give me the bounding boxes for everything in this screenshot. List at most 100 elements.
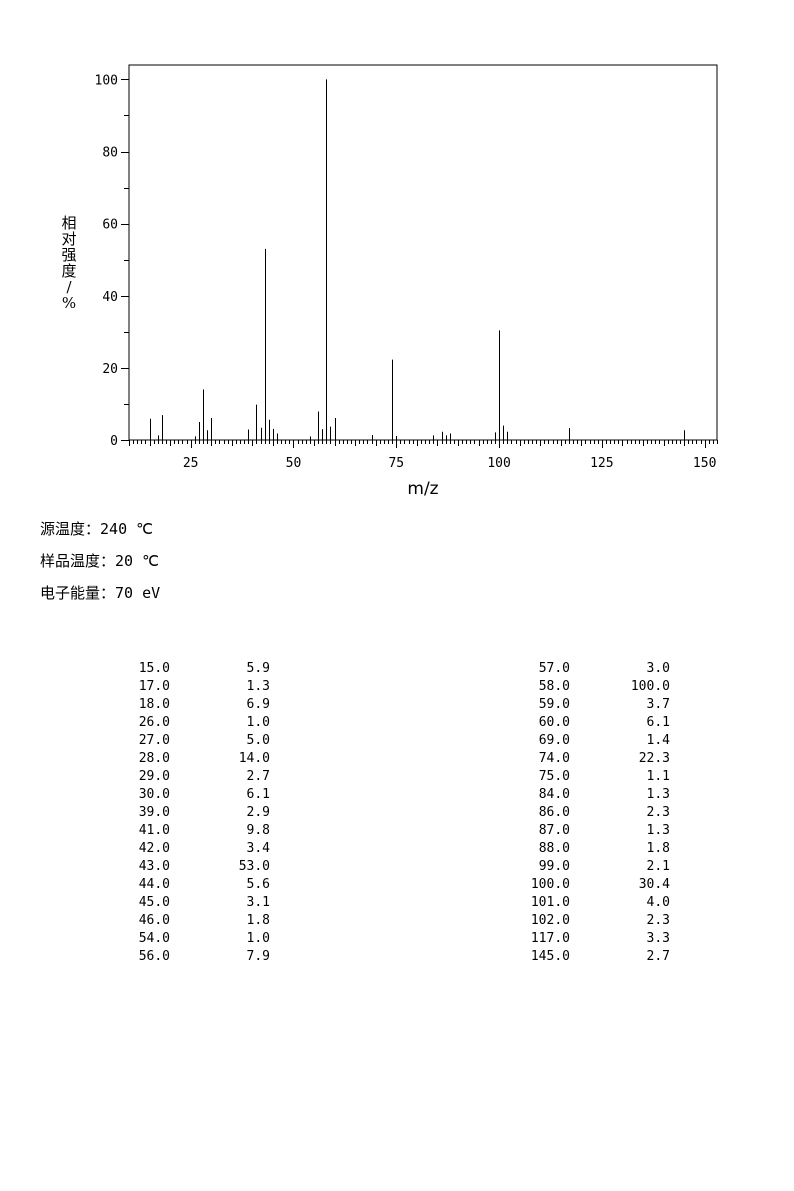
y-tick-label: 60 bbox=[102, 218, 118, 233]
peak-mz: 60.0 bbox=[538, 715, 570, 730]
peak-row: 58.0 100.0 bbox=[520, 678, 680, 696]
peak-mz: 15.0 bbox=[138, 661, 170, 676]
peak-mz: 101.0 bbox=[530, 895, 570, 910]
peak-mz: 145.0 bbox=[530, 949, 570, 964]
peak-mz: 84.0 bbox=[538, 787, 570, 802]
condition-line: 电子能量：70 eV bbox=[40, 582, 160, 603]
peak-mz: 28.0 bbox=[138, 751, 170, 766]
peak-row: 45.0 3.1 bbox=[120, 894, 280, 912]
peak-abundance: 7.9 bbox=[246, 949, 270, 964]
peak-row: 54.0 1.0 bbox=[120, 930, 280, 948]
peak-abundance: 14.0 bbox=[238, 751, 270, 766]
y-tick-label: 20 bbox=[102, 362, 118, 377]
peak-row: 59.0 3.7 bbox=[520, 696, 680, 714]
peak-abundance: 1.3 bbox=[646, 787, 670, 802]
plot-border bbox=[128, 64, 718, 441]
peak-row: 117.0 3.3 bbox=[520, 930, 680, 948]
peak-abundance: 2.7 bbox=[646, 949, 670, 964]
peak-abundance: 6.1 bbox=[246, 787, 270, 802]
peak-abundance: 1.3 bbox=[646, 823, 670, 838]
peak-mz: 30.0 bbox=[138, 787, 170, 802]
peak-row: 99.0 2.1 bbox=[520, 858, 680, 876]
peak-row: 101.0 4.0 bbox=[520, 894, 680, 912]
peak-abundance: 4.0 bbox=[646, 895, 670, 910]
peak-mz: 102.0 bbox=[530, 913, 570, 928]
peak-row: 57.0 3.0 bbox=[520, 660, 680, 678]
peak-mz: 45.0 bbox=[138, 895, 170, 910]
peak-row: 88.0 1.8 bbox=[520, 840, 680, 858]
peak-row: 29.0 2.7 bbox=[120, 768, 280, 786]
peak-mz: 17.0 bbox=[138, 679, 170, 694]
peak-mz: 56.0 bbox=[138, 949, 170, 964]
peak-row: 60.0 6.1 bbox=[520, 714, 680, 732]
x-tick-label: 150 bbox=[693, 456, 716, 471]
peak-abundance: 5.9 bbox=[246, 661, 270, 676]
peak-row: 84.0 1.3 bbox=[520, 786, 680, 804]
peak-table-right: 57.0 3.0 58.0 100.0 59.0 3.7 60.0 6.1 69.0 1.4 74.… bbox=[520, 660, 680, 966]
peak-row: 100.0 30.4 bbox=[520, 876, 680, 894]
peak-abundance: 3.0 bbox=[646, 661, 670, 676]
peak-mz: 41.0 bbox=[138, 823, 170, 838]
peak-abundance: 22.3 bbox=[638, 751, 670, 766]
condition-label: 电子能量： bbox=[40, 584, 116, 602]
peak-mz: 87.0 bbox=[538, 823, 570, 838]
x-tick-label: 100 bbox=[487, 456, 510, 471]
condition-value: 70 eV bbox=[115, 584, 161, 602]
peak-mz: 117.0 bbox=[530, 931, 570, 946]
peak-abundance: 1.1 bbox=[646, 769, 670, 784]
condition-line: 源温度：240 ℃ bbox=[40, 518, 153, 539]
x-tick-label: 25 bbox=[183, 456, 199, 471]
peak-abundance: 1.3 bbox=[246, 679, 270, 694]
peak-abundance: 3.3 bbox=[646, 931, 670, 946]
peak-abundance: 5.6 bbox=[246, 877, 270, 892]
peak-mz: 59.0 bbox=[538, 697, 570, 712]
peak-mz: 99.0 bbox=[538, 859, 570, 874]
peak-table-left: 15.0 5.9 17.0 1.3 18.0 6.9 26.0 1.0 27.0 5.0 28.0 1… bbox=[120, 660, 280, 966]
peak-abundance: 1.4 bbox=[646, 733, 670, 748]
peak-row: 28.0 14.0 bbox=[120, 750, 280, 768]
y-tick-label: 100 bbox=[95, 73, 118, 88]
peak-mz: 26.0 bbox=[138, 715, 170, 730]
x-tick-label: 50 bbox=[286, 456, 302, 471]
peak-abundance: 2.3 bbox=[646, 805, 670, 820]
condition-label: 源温度： bbox=[40, 520, 101, 538]
peak-row: 15.0 5.9 bbox=[120, 660, 280, 678]
peak-row: 27.0 5.0 bbox=[120, 732, 280, 750]
mass-spectrum-chart: 25 50 75 100 125 150 0 20 40 60 80 100 m/z 相对强度/% bbox=[61, 64, 718, 499]
peak-row: 86.0 2.3 bbox=[520, 804, 680, 822]
peak-mz: 54.0 bbox=[138, 931, 170, 946]
peak-mz: 46.0 bbox=[138, 913, 170, 928]
peak-abundance: 2.7 bbox=[246, 769, 270, 784]
condition-value: 240 ℃ bbox=[100, 520, 153, 538]
condition-label: 样品温度： bbox=[40, 552, 116, 570]
x-tick-label: 125 bbox=[590, 456, 613, 471]
peak-mz: 44.0 bbox=[138, 877, 170, 892]
peak-abundance: 30.4 bbox=[638, 877, 670, 892]
peak-row: 41.0 9.8 bbox=[120, 822, 280, 840]
peak-row: 30.0 6.1 bbox=[120, 786, 280, 804]
peak-row: 102.0 2.3 bbox=[520, 912, 680, 930]
peak-row: 26.0 1.0 bbox=[120, 714, 280, 732]
condition-value: 20 ℃ bbox=[115, 552, 159, 570]
peak-mz: 74.0 bbox=[538, 751, 570, 766]
peak-abundance: 1.8 bbox=[246, 913, 270, 928]
x-axis-label: m/z bbox=[407, 479, 438, 499]
y-axis-label: 相对强度/% bbox=[61, 214, 76, 312]
peak-mz: 29.0 bbox=[138, 769, 170, 784]
peak-row: 46.0 1.8 bbox=[120, 912, 280, 930]
peak-row: 43.0 53.0 bbox=[120, 858, 280, 876]
peak-mz: 69.0 bbox=[538, 733, 570, 748]
peak-abundance: 3.7 bbox=[646, 697, 670, 712]
y-tick-label: 40 bbox=[102, 290, 118, 305]
y-tick-label: 0 bbox=[110, 434, 118, 449]
peak-mz: 75.0 bbox=[538, 769, 570, 784]
peak-abundance: 1.0 bbox=[246, 931, 270, 946]
x-tick-label: 75 bbox=[388, 456, 404, 471]
peak-abundance: 1.0 bbox=[246, 715, 270, 730]
peak-mz: 88.0 bbox=[538, 841, 570, 856]
peak-row: 87.0 1.3 bbox=[520, 822, 680, 840]
peak-mz: 42.0 bbox=[138, 841, 170, 856]
peak-row: 145.0 2.7 bbox=[520, 948, 680, 966]
peak-row: 17.0 1.3 bbox=[120, 678, 280, 696]
peak-abundance: 2.9 bbox=[246, 805, 270, 820]
